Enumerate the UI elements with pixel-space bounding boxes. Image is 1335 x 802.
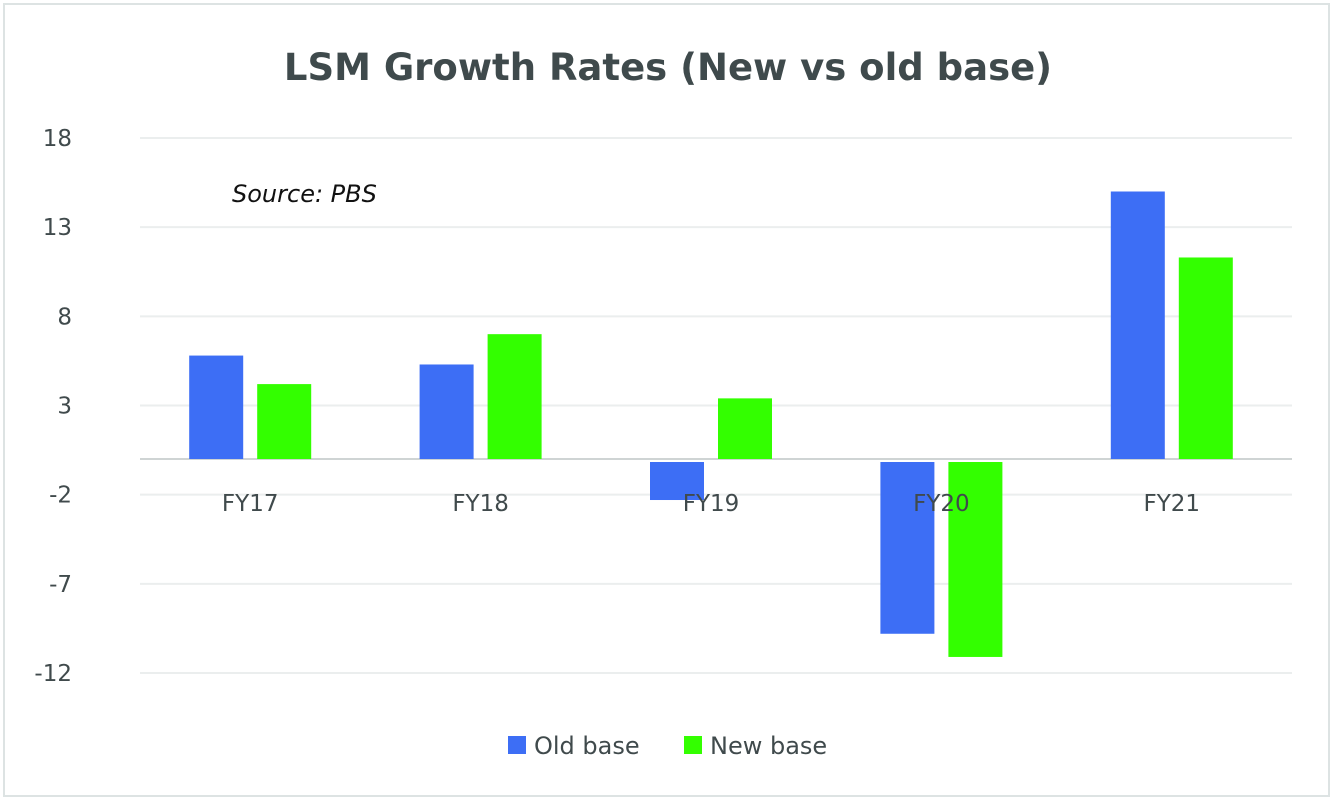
y-tick-label: 13 [43, 215, 72, 241]
y-tick-label: 8 [57, 304, 72, 330]
bar-new-base-fy20 [948, 462, 1003, 657]
x-axis-labels: FY17 FY18 FY19 FY20 FY21 [222, 491, 1200, 517]
legend-label: New base [710, 732, 827, 760]
y-tick-label: 3 [57, 394, 72, 420]
legend: Old base New base [508, 732, 827, 760]
legend-swatch-new-base [684, 736, 702, 754]
chart-title: LSM Growth Rates (New vs old base) [284, 46, 1052, 89]
y-tick-label: -7 [49, 572, 72, 598]
bar-new-base-fy21 [1178, 257, 1233, 459]
x-tick-label: FY18 [452, 491, 509, 517]
bar-old-base-fy21 [1110, 191, 1165, 459]
x-tick-label: FY17 [222, 491, 279, 517]
x-tick-label: FY21 [1144, 491, 1201, 517]
bars [189, 191, 1233, 657]
bar-new-base-fy19 [718, 398, 772, 459]
bar-new-base-fy18 [487, 334, 542, 459]
legend-swatch-old-base [508, 736, 526, 754]
y-tick-label: -12 [34, 661, 72, 687]
x-tick-label: FY19 [683, 491, 740, 517]
source-annotation: Source: PBS [232, 180, 377, 208]
bar-old-base-fy18 [419, 364, 474, 459]
y-axis-ticks: 18 13 8 3 -2 -7 -12 [34, 126, 72, 687]
gridlines [140, 137, 1292, 674]
legend-label: Old base [534, 732, 640, 760]
x-tick-label: FY20 [913, 491, 970, 517]
bar-old-base-fy17 [189, 355, 244, 459]
y-tick-label: -2 [49, 483, 72, 509]
y-tick-label: 18 [43, 126, 72, 152]
bar-new-base-fy17 [257, 384, 312, 459]
bar-old-base-fy20 [880, 462, 935, 634]
bar-old-base-fy19 [650, 462, 704, 501]
